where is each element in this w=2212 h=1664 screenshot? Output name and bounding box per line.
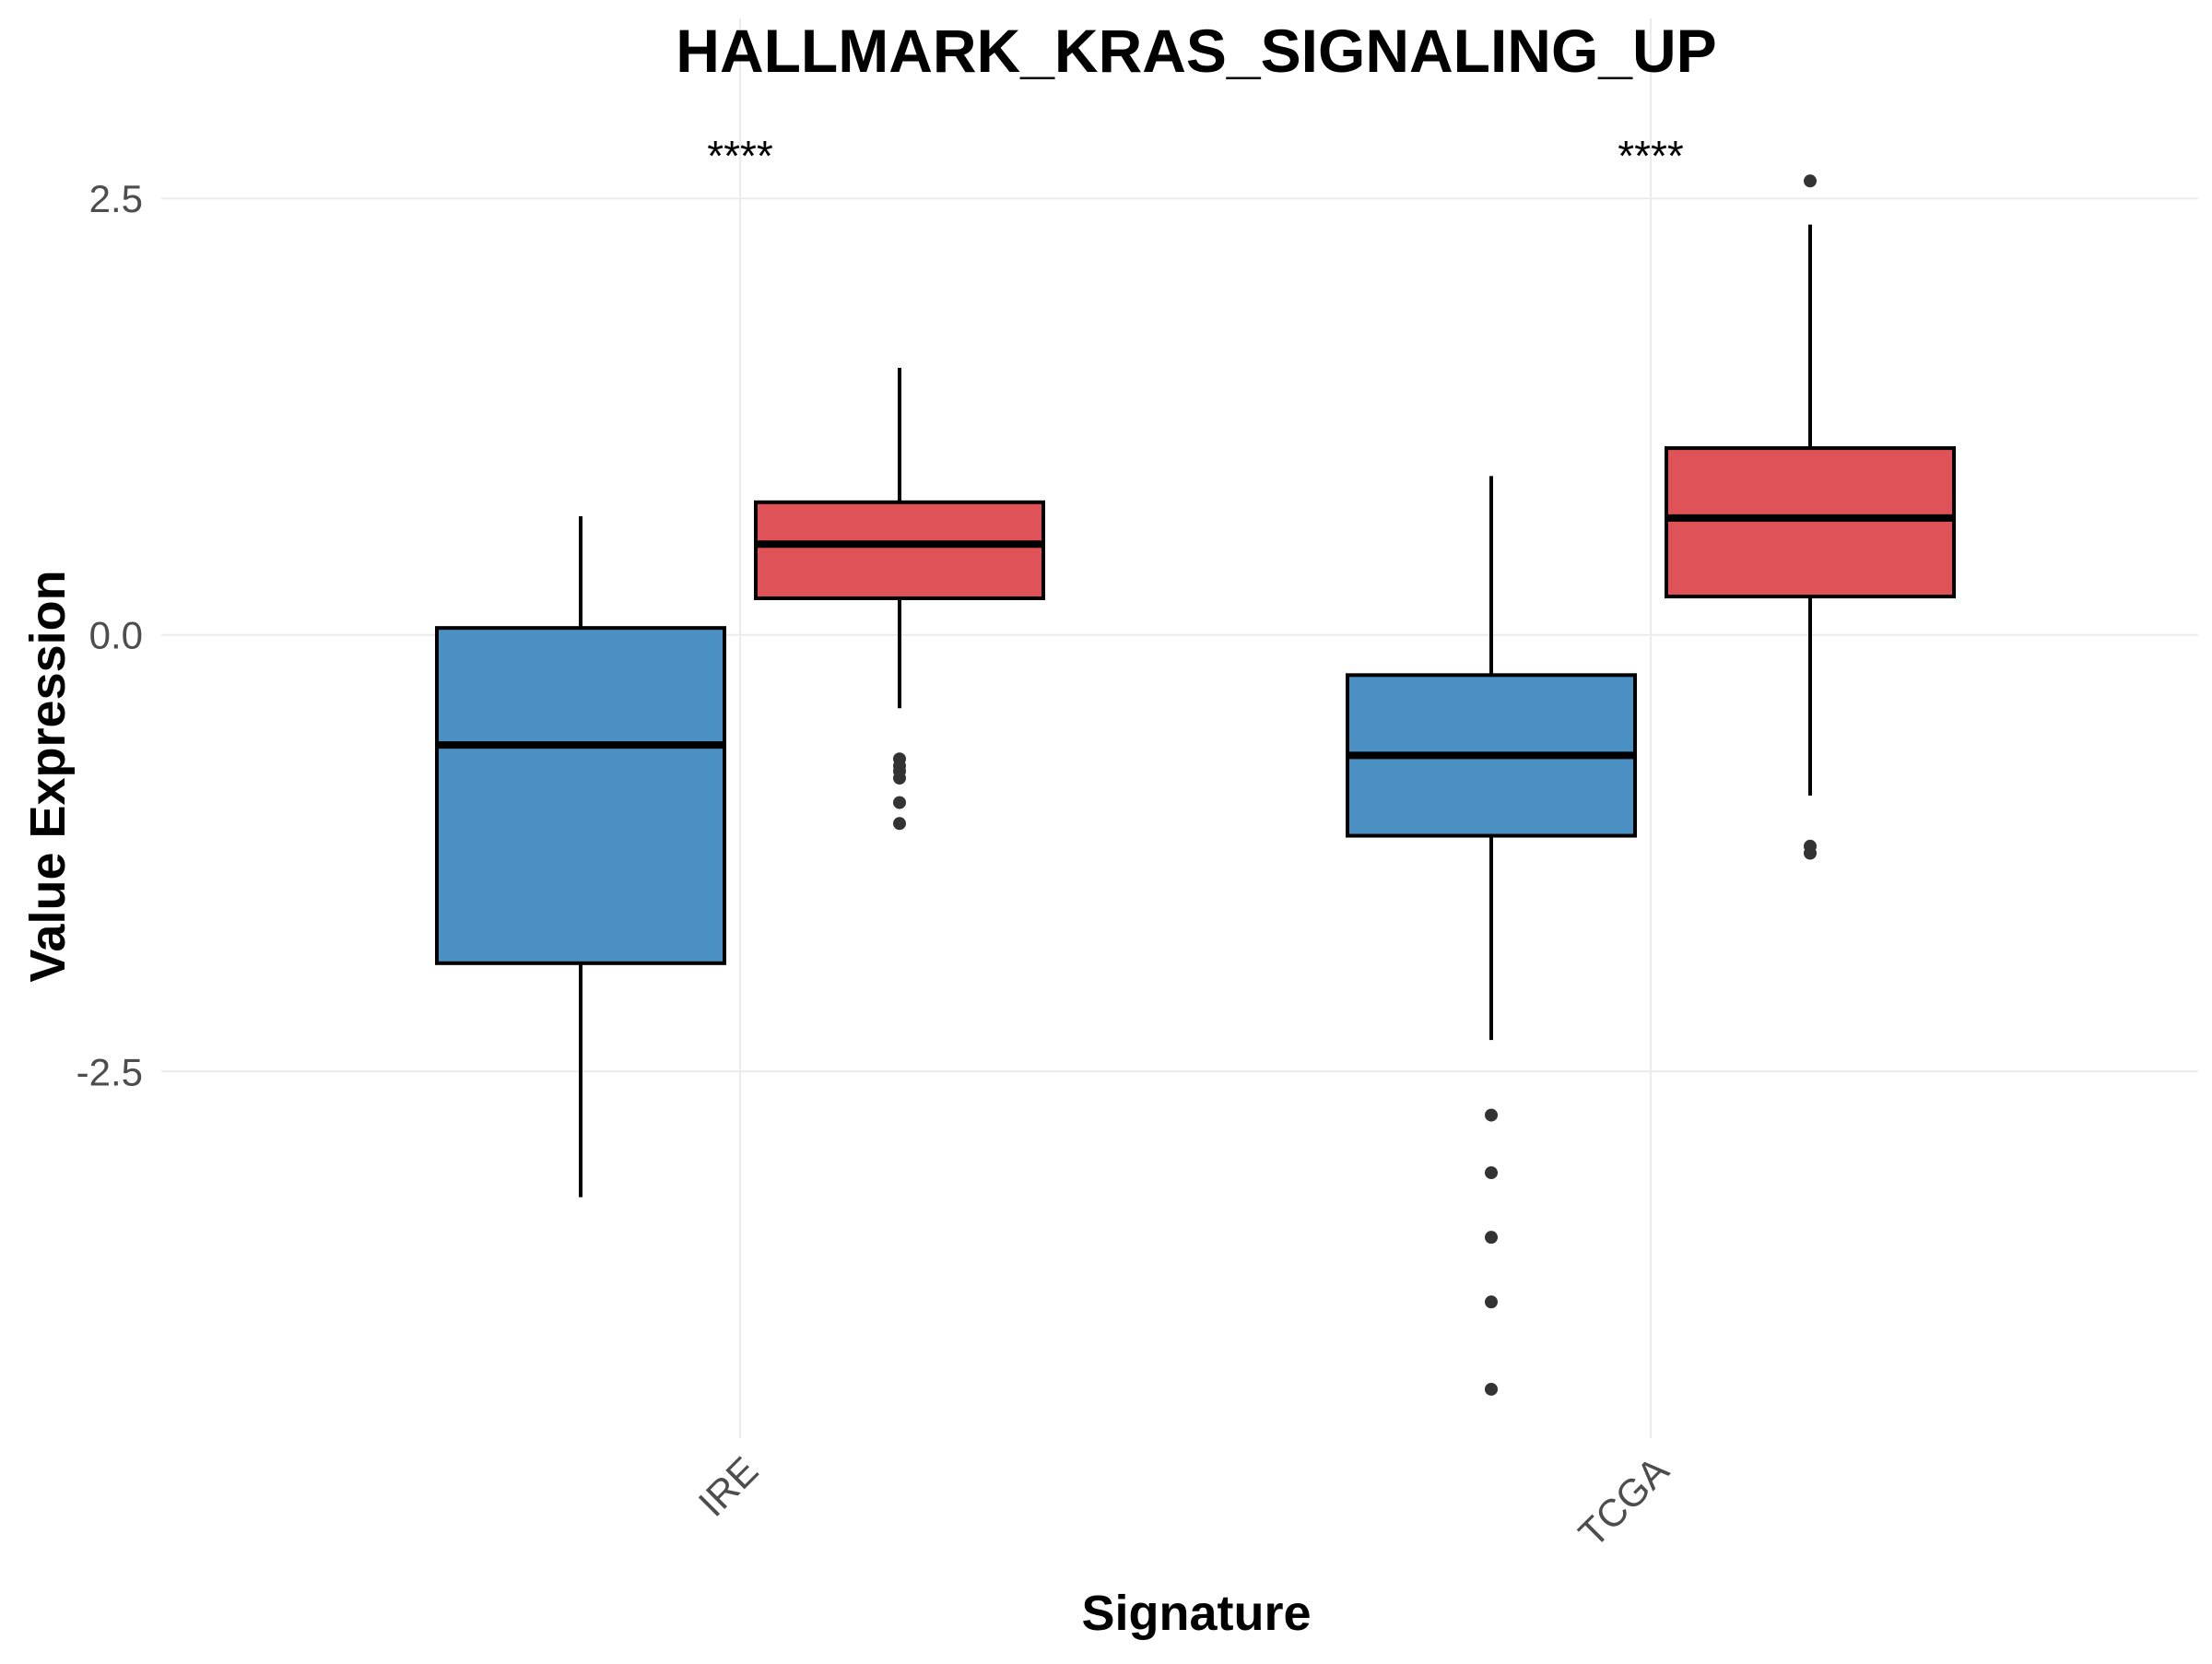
- tcga-blue-outlier: [1485, 1382, 1498, 1396]
- x-tick-label-ire: IRE: [690, 1448, 767, 1525]
- x-tick-label-tcga: TCGA: [1571, 1448, 1677, 1555]
- chart-title: HALLMARK_KRAS_SIGNALING_UP: [676, 17, 1716, 85]
- ire-red-outlier: [893, 796, 906, 809]
- y-axis-title: Value Expression: [20, 570, 76, 982]
- x-axis-title: Signature: [1081, 1586, 1311, 1641]
- significance-label: ****: [1618, 132, 1684, 180]
- y-tick-label: 0.0: [89, 614, 143, 657]
- ire-blue-box: [435, 626, 726, 965]
- ire-red-outlier: [893, 817, 906, 831]
- tcga-red-box: [1665, 446, 1956, 599]
- box-layer: [435, 174, 1956, 1396]
- tcga-red-outlier: [1804, 846, 1817, 860]
- tcga-blue-outlier: [1485, 1166, 1498, 1180]
- ire-red-outlier: [893, 772, 906, 785]
- y-tick-label: 2.5: [89, 177, 143, 220]
- tcga-red-outlier: [1804, 174, 1817, 188]
- tcga-blue-outlier: [1485, 1231, 1498, 1245]
- tick-layer: 2.5 0.0 -2.5 IRE TCGA **** ****: [76, 132, 1684, 1555]
- ire-red-box: [754, 500, 1045, 600]
- significance-label: ****: [707, 132, 773, 180]
- tcga-blue-outlier: [1485, 1108, 1498, 1122]
- y-tick-label: -2.5: [76, 1050, 143, 1093]
- tcga-blue-outlier: [1485, 1295, 1498, 1309]
